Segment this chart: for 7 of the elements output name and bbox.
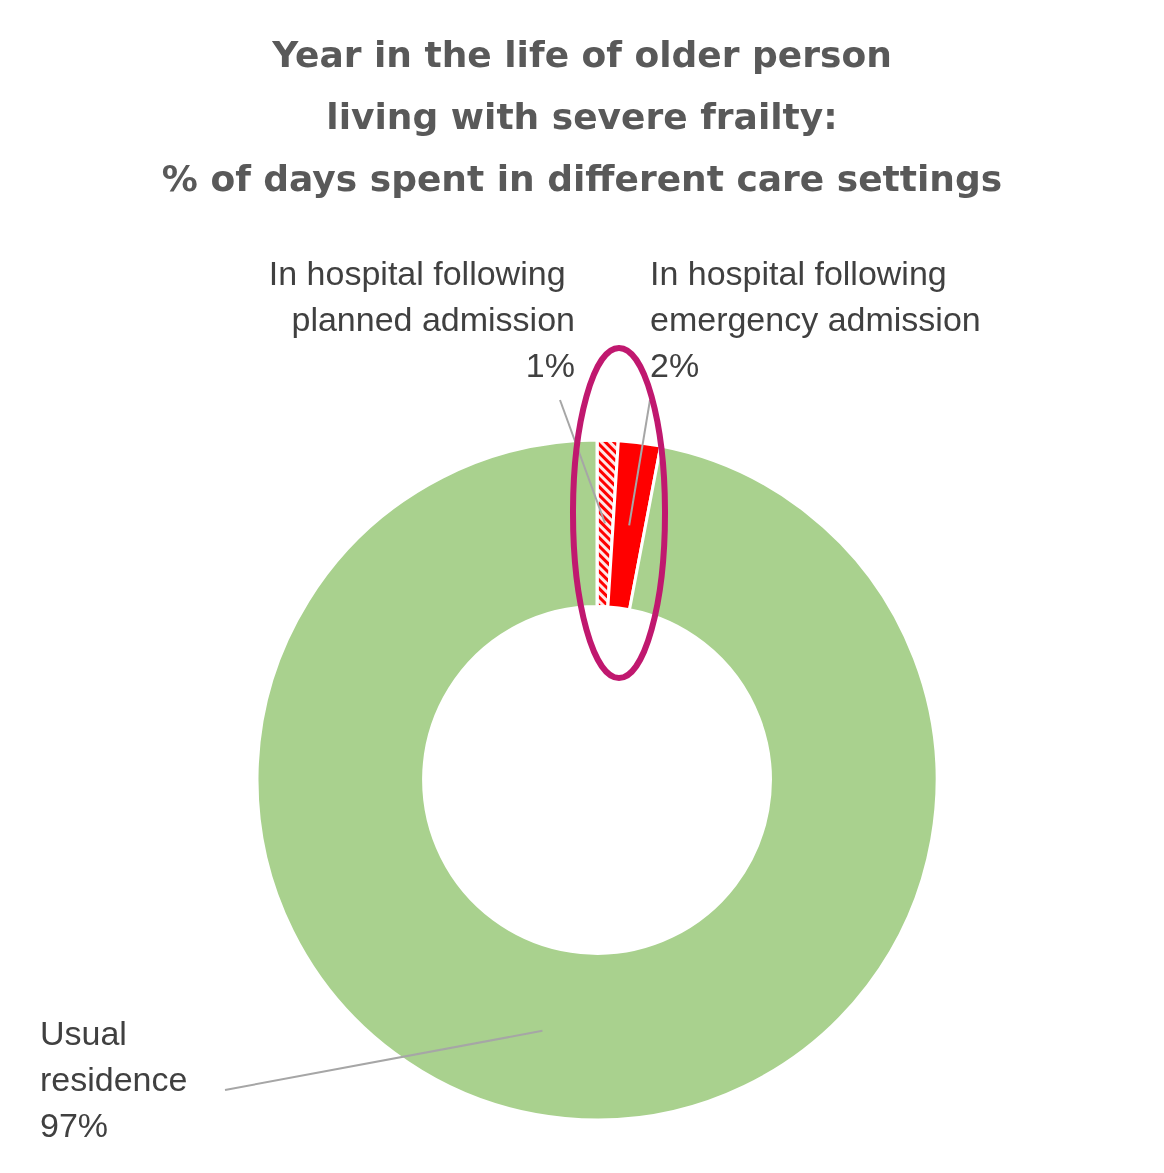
data-label: 2% — [650, 346, 700, 384]
slice-label: Usual residence — [40, 1014, 188, 1098]
data-label: 1% — [525, 346, 575, 384]
chart-title: Year in the life of older person living with severe frailty: % of days spent in different care settings — [161, 33, 1003, 199]
slice-label: In hospital following emergency admission — [650, 254, 981, 338]
slice-label: In hospital following planned admission — [268, 254, 575, 338]
data-label: 97% — [40, 1106, 109, 1144]
